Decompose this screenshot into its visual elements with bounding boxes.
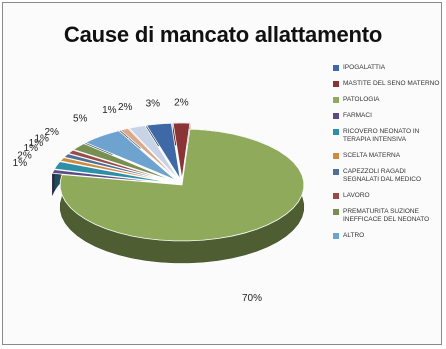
pie-slice-top: [145, 122, 181, 180]
pie-slice: [172, 122, 191, 180]
pie-data-label: 1%: [34, 133, 49, 144]
legend-label: CAPEZZOLI RAGADI SEGNALATI DAL MEDICO: [343, 168, 422, 183]
legend-label: PREMATURITA SUZIONE INEFFICACE DEL NEONA…: [343, 208, 430, 223]
pie-data-label: 2%: [118, 102, 133, 113]
pie-slice-top: [59, 157, 173, 183]
legend-swatch: [333, 129, 339, 135]
chart-title: Cause di mancato allattamento: [63, 22, 383, 47]
pie-data-label: 2%: [174, 97, 189, 108]
pie-slice-top: [53, 161, 173, 184]
pie-slice-top: [51, 169, 173, 185]
legend-label: PATOLOGIA: [343, 96, 380, 103]
pie-slice-top: [84, 130, 177, 181]
pie-slice-top: [63, 153, 174, 183]
pie-slice: [51, 168, 173, 196]
legend-item: PREMATURITA SUZIONE INEFFICACE DEL NEONA…: [333, 208, 441, 224]
legend-swatch: [333, 233, 339, 239]
legend-label: ALTRO: [343, 232, 365, 239]
pie-data-label: 3%: [146, 99, 161, 110]
legend-swatch: [333, 193, 339, 199]
pie-slice: [53, 160, 173, 192]
legend-item: MASTITE DEL SENO MATERNO: [333, 80, 441, 88]
legend-swatch: [333, 169, 339, 175]
legend-label: IPOGALATTIA: [343, 64, 386, 71]
legend-item: FARMACI: [333, 112, 441, 120]
legend-swatch: [333, 153, 339, 159]
pie-slice-top: [172, 122, 191, 180]
pie-data-label: 2%: [17, 150, 32, 161]
pie-data-label: 1%: [24, 143, 39, 154]
legend-item: IPOGALATTIA: [333, 64, 441, 72]
legend-swatch: [333, 209, 339, 215]
legend-item: CAPEZZOLI RAGADI SEGNALATI DAL MEDICO: [333, 168, 441, 184]
legend-item: SCELTA MATERNA: [333, 152, 441, 160]
pie-slice-top: [128, 125, 179, 180]
legend-swatch: [333, 97, 339, 103]
pie-data-label: 5%: [73, 114, 88, 125]
pie-data-label: 1%: [13, 158, 28, 169]
legend-item: LAVORO: [333, 192, 441, 200]
pie-slice-top: [67, 149, 174, 183]
legend-label: RICOVERO NEONATO IN TERAPIA INTENSIVA: [343, 128, 420, 143]
pie-data-label: 1%: [29, 138, 44, 149]
legend-swatch: [333, 81, 339, 87]
pie-slice-top: [72, 143, 175, 182]
pie-slice-top: [119, 127, 178, 180]
legend-label: MASTITE DEL SENO MATERNO: [343, 80, 440, 87]
pie-slice-top: [59, 128, 305, 242]
legend-label: LAVORO: [343, 192, 370, 199]
pie-slice: [59, 128, 305, 264]
chart-legend: IPOGALATTIA MASTITE DEL SENO MATERNO PATOL…: [333, 64, 441, 248]
legend-item: ALTRO: [333, 232, 441, 240]
legend-item: RICOVERO NEONATO IN TERAPIA INTENSIVA: [333, 128, 441, 144]
pie-data-label: 70%: [242, 293, 262, 304]
pie-data-label: 1%: [102, 105, 117, 116]
legend-label: FARMACI: [343, 112, 372, 119]
legend-swatch: [333, 113, 339, 119]
legend-item: PATOLOGIA: [333, 96, 441, 104]
legend-label: SCELTA MATERNA: [343, 152, 401, 159]
pie-data-label: 2%: [44, 127, 59, 138]
legend-swatch: [333, 65, 339, 71]
